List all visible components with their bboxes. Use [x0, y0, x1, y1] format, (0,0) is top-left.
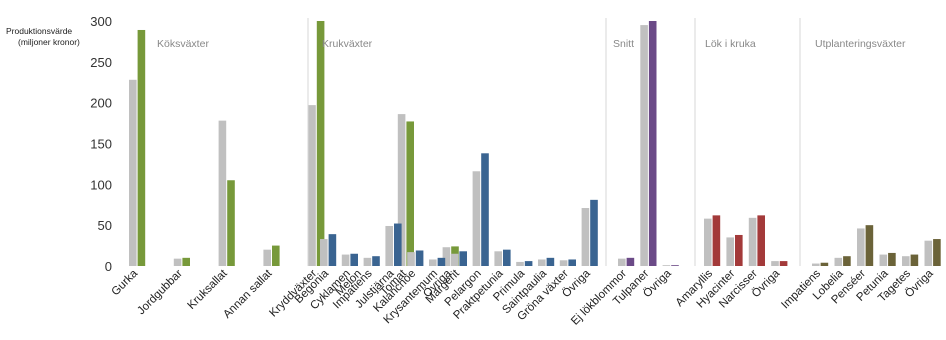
bar-colored — [546, 257, 555, 266]
bar-colored — [459, 251, 467, 266]
section-title: Snitt — [613, 38, 634, 50]
section-labels: Köksväxter Krukväxter Snitt Lök i kruka Utpl… — [157, 18, 906, 266]
bar-colored — [437, 257, 446, 266]
section-title: Utplanteringsväxter — [815, 38, 906, 50]
bar-colored — [524, 261, 533, 266]
bar-colored — [735, 234, 743, 266]
bar-colored — [406, 121, 414, 266]
bar-colored — [712, 215, 721, 266]
bar-grey — [704, 218, 712, 266]
bar-colored — [590, 199, 598, 266]
y-tick-label: 100 — [90, 177, 112, 192]
bar-colored — [671, 265, 679, 266]
section-title: Köksväxter — [157, 38, 209, 50]
y-tick-label: 50 — [98, 218, 112, 233]
bar-colored — [865, 225, 874, 266]
x-tick-label: Gurka — [109, 267, 140, 298]
bars-layer — [129, 21, 941, 267]
bar-grey — [834, 257, 843, 266]
y-tick-label: 300 — [90, 14, 112, 29]
bar-grey — [857, 228, 865, 266]
bar-grey — [640, 25, 648, 267]
y-axis: 0 50 100 150 200 250 300 — [90, 14, 112, 274]
bar-grey — [218, 120, 227, 266]
bar-colored — [316, 21, 325, 266]
bar-grey — [494, 251, 502, 266]
bar-grey — [618, 258, 626, 266]
bar-grey — [581, 208, 590, 266]
bar-colored — [227, 180, 235, 266]
bar-colored — [481, 153, 489, 266]
y-tick-label: 200 — [90, 96, 112, 111]
bar-grey — [538, 259, 546, 266]
bar-grey — [516, 261, 524, 266]
bar-grey — [559, 260, 568, 266]
bar-colored — [137, 29, 146, 266]
x-tick-label: Annan sallat — [221, 267, 275, 321]
bar-colored — [888, 252, 896, 266]
bar-colored — [350, 253, 358, 266]
x-tick-label: Kruksallat — [186, 267, 231, 312]
bar-colored — [779, 261, 788, 266]
bar-grey — [407, 252, 415, 266]
bar-colored — [503, 249, 511, 266]
y-axis-label-line-2: (miljoner kronor) — [18, 37, 80, 47]
bar-grey — [472, 171, 481, 266]
y-tick-label: 0 — [105, 259, 112, 274]
bar-grey — [429, 259, 437, 266]
y-tick-label: 250 — [90, 55, 112, 70]
bar-colored — [626, 257, 635, 266]
bar-grey — [442, 247, 451, 266]
y-axis-label-line-1: Produktionsvärde — [6, 26, 72, 36]
bar-grey — [173, 258, 182, 266]
bar-grey — [662, 265, 671, 266]
bar-grey — [308, 105, 316, 266]
section-title: Krukväxter — [322, 38, 373, 50]
bar-grey — [363, 257, 372, 266]
bar-colored — [394, 223, 402, 266]
bar-colored — [272, 245, 280, 266]
bar-grey — [397, 114, 406, 266]
bar-grey — [341, 254, 350, 266]
bar-colored — [910, 254, 919, 266]
bar-colored — [757, 215, 765, 266]
bar-grey — [879, 254, 888, 266]
bar-grey — [771, 261, 779, 266]
bar-grey — [450, 253, 459, 266]
bar-grey — [812, 263, 820, 266]
bar-colored — [843, 256, 851, 266]
bar-colored — [372, 256, 380, 266]
bar-grey — [385, 225, 393, 266]
section-title: Lök i kruka — [705, 38, 756, 50]
bar-grey — [748, 217, 757, 266]
bar-grey — [924, 240, 933, 266]
bar-colored — [820, 262, 829, 266]
bar-colored — [415, 250, 424, 266]
y-tick-label: 150 — [90, 137, 112, 152]
bar-colored — [648, 21, 657, 266]
x-tick-label: Jordgubbar — [135, 268, 185, 318]
bar-grey — [129, 79, 137, 266]
bar-colored — [328, 234, 337, 266]
bar-grey — [320, 239, 328, 266]
bar-grey — [263, 249, 271, 266]
bar-colored — [182, 257, 190, 266]
bar-grey — [726, 237, 734, 266]
bar-grey — [902, 256, 910, 266]
bar-colored — [568, 259, 576, 266]
bar-colored — [933, 239, 941, 266]
